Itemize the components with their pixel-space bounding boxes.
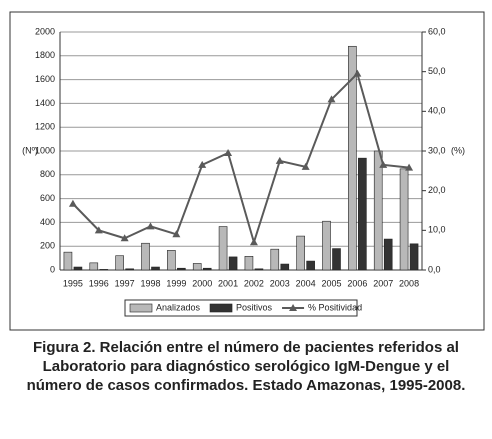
marker	[94, 226, 103, 234]
y-tick-label: 400	[40, 217, 55, 227]
x-tick-label: 1995	[63, 278, 83, 288]
bar	[322, 220, 331, 271]
bar	[373, 150, 383, 271]
bar	[125, 268, 134, 271]
y-tick-label: 1200	[35, 122, 55, 132]
marker	[146, 222, 155, 230]
legend-swatch	[209, 303, 233, 313]
bar	[63, 251, 73, 271]
y-tick-label: 1000	[35, 145, 55, 155]
caption: Figura 2. Relación entre el número de pa…	[26, 339, 466, 394]
x-tick-label: 2001	[218, 278, 238, 288]
marker	[379, 160, 388, 168]
y2-tick-label: 60,0	[428, 26, 446, 36]
bar	[280, 263, 290, 271]
bar	[270, 248, 280, 271]
y-axis-label: (Nº)	[22, 145, 38, 155]
bar	[151, 266, 160, 271]
y-tick-label: 600	[40, 193, 55, 203]
x-tick-label: 2007	[373, 278, 393, 288]
chart: (Nº) (%) 0 200 400 600 800 1000 1200 1400 1600 18…	[9, 11, 485, 331]
bar	[296, 235, 305, 271]
marker	[249, 238, 258, 246]
y2-tick-label: 20,0	[428, 185, 446, 195]
y2-tick-label: 10,0	[428, 225, 446, 235]
x-tick-label: 2006	[347, 278, 367, 288]
marker	[224, 148, 233, 156]
legend-swatch	[129, 303, 153, 313]
bar	[89, 262, 99, 271]
bar	[202, 267, 212, 271]
x-tick-label: 1996	[89, 278, 109, 288]
legend-label: % Positividad	[308, 302, 362, 312]
bar	[358, 157, 367, 271]
y-tick-label: 200	[40, 241, 55, 251]
marker	[353, 69, 362, 77]
bar	[399, 168, 409, 271]
x-tick-label: 1997	[115, 278, 135, 288]
bar	[244, 256, 254, 271]
y-tick-label: 1400	[35, 98, 55, 108]
bar	[348, 45, 357, 271]
y2-axis-label: (%)	[451, 145, 465, 155]
bar	[99, 269, 109, 271]
x-tick-label: 2002	[244, 278, 264, 288]
bar	[177, 267, 186, 271]
marker	[172, 230, 181, 238]
y2-tick-label: 50,0	[428, 66, 446, 76]
bar	[409, 243, 419, 271]
y-tick-label: 1800	[35, 50, 55, 60]
bar	[306, 260, 315, 271]
marker	[301, 162, 310, 170]
x-tick-label: 2000	[192, 278, 212, 288]
marker	[120, 234, 129, 242]
bar	[167, 250, 176, 271]
y2-tick-label: 0,0	[428, 264, 441, 274]
y2-tick-label: 40,0	[428, 106, 446, 116]
bar	[228, 256, 238, 271]
x-tick-label: 2003	[270, 278, 290, 288]
bar	[332, 248, 341, 271]
legend-marker	[289, 304, 298, 311]
marker	[327, 95, 336, 103]
x-tick-label: 2008	[399, 278, 419, 288]
marker	[198, 160, 207, 168]
bar	[141, 242, 150, 271]
marker	[275, 156, 284, 164]
legend-label: Positivos	[236, 302, 273, 312]
bar	[73, 266, 83, 271]
bar	[383, 238, 393, 271]
bar	[192, 263, 202, 271]
marker	[68, 199, 77, 207]
bar	[218, 226, 228, 271]
legend-box	[124, 299, 358, 317]
marker	[405, 163, 414, 171]
y-tick-label: 0	[50, 264, 55, 274]
x-tick-label: 1998	[140, 278, 160, 288]
y2-tick-label: 30,0	[428, 145, 446, 155]
bar	[115, 255, 124, 271]
x-tick-label: 2004	[296, 278, 316, 288]
x-tick-label: 2005	[321, 278, 341, 288]
legend-label: Analizados	[156, 302, 201, 312]
y-tick-label: 800	[40, 169, 55, 179]
y-tick-label: 1600	[35, 74, 55, 84]
bar	[254, 268, 264, 271]
line	[72, 71, 410, 246]
y-tick-label: 2000	[35, 26, 55, 36]
x-tick-label: 1999	[166, 278, 186, 288]
